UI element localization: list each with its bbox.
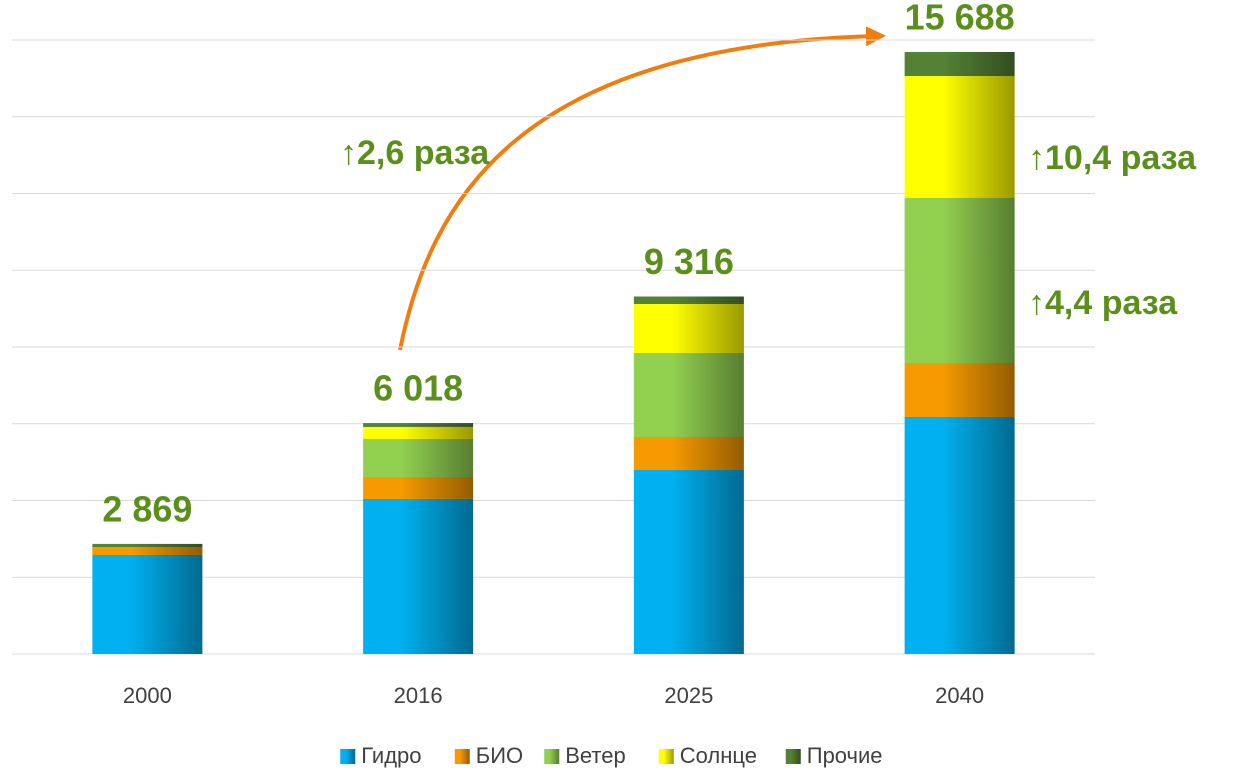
- x-tick-label: 2025: [664, 683, 713, 708]
- legend-swatch: [785, 749, 801, 764]
- legend-swatch: [454, 749, 470, 764]
- legend-label: Солнце: [680, 743, 757, 768]
- x-tick-label: 2000: [123, 683, 172, 708]
- legend-label: Прочие: [807, 743, 883, 768]
- legend-label: Ветер: [565, 743, 625, 768]
- bar-segment: [904, 75, 1015, 198]
- annotation: ↑2,6 раза: [340, 134, 490, 172]
- growth-arrow: [398, 26, 886, 351]
- x-tick-label: 2016: [394, 683, 443, 708]
- bar-segment: [363, 438, 474, 477]
- bar-segment: [633, 296, 744, 304]
- bar-segment: [633, 303, 744, 353]
- bar-segment: [92, 543, 203, 548]
- legend-swatch: [340, 749, 356, 764]
- bar-segment: [363, 423, 474, 427]
- legend-swatch: [658, 749, 674, 764]
- bar-segment: [92, 554, 203, 654]
- legend-label: БИО: [476, 743, 523, 768]
- bar-segment: [633, 469, 744, 654]
- legend-swatch: [544, 749, 560, 764]
- bar-segment: [633, 436, 744, 470]
- bar-segment: [904, 197, 1015, 364]
- bar-segment: [633, 352, 744, 437]
- bar-segment: [363, 426, 474, 439]
- bar-segment: [363, 498, 474, 654]
- total-label: 15 688: [905, 0, 1015, 37]
- total-label: 6 018: [373, 368, 463, 409]
- total-label: 9 316: [644, 241, 734, 282]
- x-tick-label: 2040: [935, 683, 984, 708]
- annotation: ↑4,4 раза: [1028, 284, 1178, 322]
- legend-label: Гидро: [361, 743, 421, 768]
- bar-segment: [904, 363, 1015, 417]
- total-label: 2 869: [102, 488, 192, 529]
- bar-segment: [904, 416, 1015, 654]
- bar-segment: [904, 51, 1015, 76]
- bar-segment: [363, 476, 474, 499]
- annotation: ↑10,4 раза: [1028, 139, 1197, 177]
- bar-segment: [92, 547, 203, 555]
